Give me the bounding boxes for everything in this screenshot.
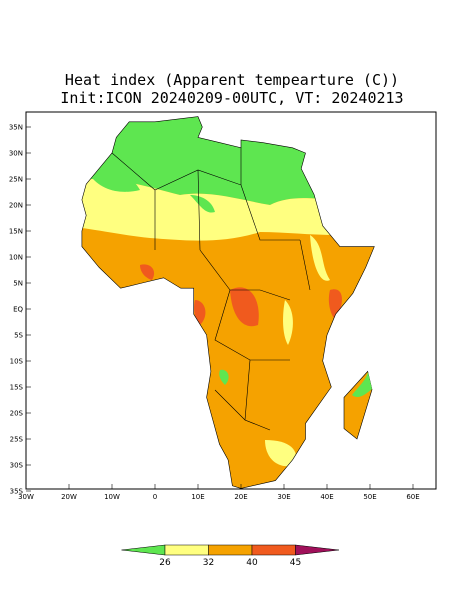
colorbar-label: 45 [290,558,301,568]
lon-label: 30E [277,493,290,501]
lon-label: 50E [363,493,376,501]
colorbar-segment [251,544,296,556]
lon-label: 20W [61,493,77,501]
lon-label: 10W [104,493,120,501]
lat-label: 25S [10,436,24,444]
lat-label: 25N [9,176,23,184]
lat-label: 10S [10,358,24,366]
lat-label: 30N [9,150,23,158]
lat-label: 35N [9,124,23,132]
colorbar-end [121,544,166,556]
title-line1: Heat index (Apparent tempearture (C)) [65,71,399,89]
colorbar-segment [164,544,209,556]
colorbar-label: 26 [159,558,171,568]
lat-label: 15S [10,384,24,392]
colorbar-label: 32 [203,558,214,568]
map-frame [25,111,437,490]
lon-label: 60E [406,493,419,501]
lat-label: EQ [13,306,23,314]
lat-label: 15N [9,228,23,236]
lon-label: 20E [234,493,247,501]
colorbar-segment [208,544,253,556]
lon-label: 30W [18,493,34,501]
lat-label: 10N [9,254,23,262]
title-line2: Init:ICON 20240209-00UTC, VT: 20240213 [60,89,403,107]
ticks: 30W 20W 10W 0 10E 20E 30E 40E 50E 60E 35N 30N 25N 20N… [9,124,420,502]
lat-label: 20S [10,410,24,418]
colorbar: 26 32 40 45 [121,544,340,568]
colorbar-label: 40 [246,558,258,568]
lat-label: 30S [10,462,24,470]
lat-label: 5S [14,332,23,340]
lon-label: 10E [191,493,204,501]
lat-label: 5N [13,280,23,288]
colorbar-end [295,544,340,556]
africa-map [81,116,375,489]
lon-label: 40E [320,493,333,501]
lat-label: 20N [9,202,23,210]
lat-label: 35S [10,488,24,496]
lon-label: 0 [153,493,157,501]
